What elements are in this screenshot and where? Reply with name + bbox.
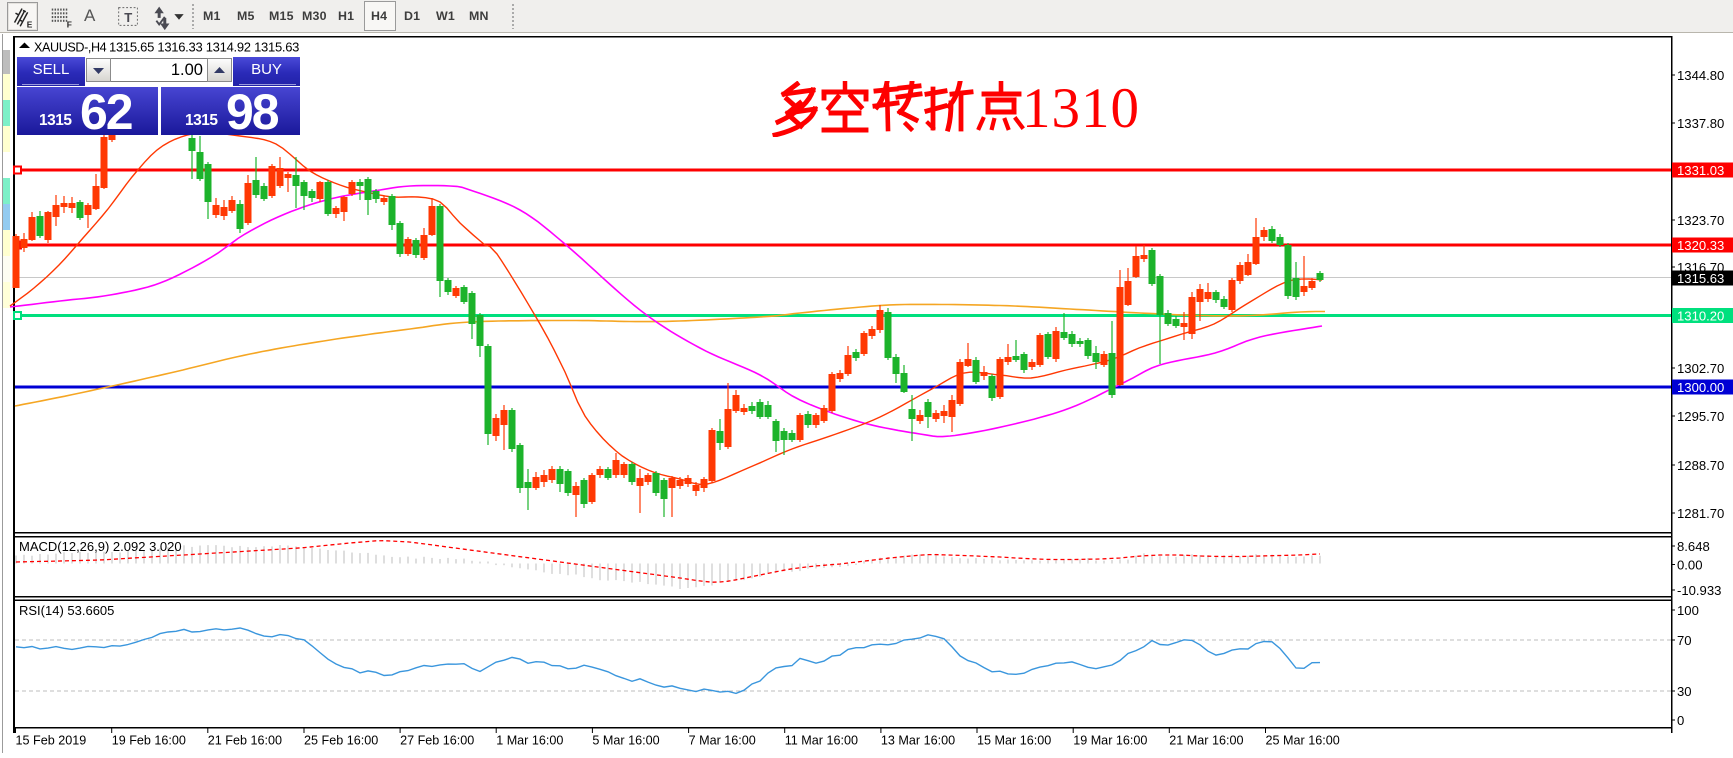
svg-text:15 Mar 16:00: 15 Mar 16:00 xyxy=(977,734,1051,748)
svg-text:21 Mar 16:00: 21 Mar 16:00 xyxy=(1169,734,1243,748)
svg-text:1300.00: 1300.00 xyxy=(1677,380,1724,395)
svg-text:1323.70: 1323.70 xyxy=(1677,213,1724,228)
svg-text:T: T xyxy=(124,10,132,25)
svg-text:1315.63: 1315.63 xyxy=(1677,271,1724,286)
svg-text:15 Feb 2019: 15 Feb 2019 xyxy=(16,734,87,748)
svg-text:25 Feb 16:00: 25 Feb 16:00 xyxy=(304,734,378,748)
svg-text:7 Mar 16:00: 7 Mar 16:00 xyxy=(689,734,756,748)
svg-text:E: E xyxy=(27,19,33,29)
svg-text:1310: 1310 xyxy=(1022,81,1140,137)
svg-text:MACD(12,26,9) 2.092 3.020: MACD(12,26,9) 2.092 3.020 xyxy=(19,539,182,554)
svg-text:21 Feb 16:00: 21 Feb 16:00 xyxy=(208,734,282,748)
svg-text:70: 70 xyxy=(1677,633,1692,648)
svg-text:11 Mar 16:00: 11 Mar 16:00 xyxy=(785,734,858,748)
svg-text:1310.20: 1310.20 xyxy=(1677,309,1724,324)
svg-text:RSI(14) 53.6605: RSI(14) 53.6605 xyxy=(19,603,114,618)
svg-text:1344.80: 1344.80 xyxy=(1677,68,1724,83)
svg-text:5 Mar 16:00: 5 Mar 16:00 xyxy=(592,734,659,748)
svg-text:19 Mar 16:00: 19 Mar 16:00 xyxy=(1073,734,1147,748)
svg-text:-10.933: -10.933 xyxy=(1677,583,1721,598)
svg-text:100: 100 xyxy=(1677,603,1699,618)
svg-text:1337.80: 1337.80 xyxy=(1677,116,1724,131)
svg-text:19 Feb 16:00: 19 Feb 16:00 xyxy=(112,734,186,748)
svg-text:1295.70: 1295.70 xyxy=(1677,409,1724,424)
svg-text:25 Mar 16:00: 25 Mar 16:00 xyxy=(1266,734,1340,748)
svg-text:8.648: 8.648 xyxy=(1677,539,1710,554)
svg-text:1 Mar 16:00: 1 Mar 16:00 xyxy=(496,734,563,748)
svg-text:27 Feb 16:00: 27 Feb 16:00 xyxy=(400,734,474,748)
svg-text:XAUUSD-,H4: XAUUSD-,H4 xyxy=(34,41,107,55)
svg-text:13 Mar 16:00: 13 Mar 16:00 xyxy=(881,734,955,748)
svg-text:F: F xyxy=(67,19,72,29)
svg-text:0: 0 xyxy=(1677,713,1684,728)
svg-text:1288.70: 1288.70 xyxy=(1677,458,1724,473)
svg-text:1302.70: 1302.70 xyxy=(1677,361,1724,376)
svg-text:0.00: 0.00 xyxy=(1677,558,1702,573)
svg-text:1331.03: 1331.03 xyxy=(1677,163,1724,178)
svg-text:1320.33: 1320.33 xyxy=(1677,238,1724,253)
svg-text:30: 30 xyxy=(1677,684,1692,699)
svg-text:1315.65 1316.33 1314.92 1315.6: 1315.65 1316.33 1314.92 1315.63 xyxy=(109,40,299,55)
svg-text:1281.70: 1281.70 xyxy=(1677,506,1724,521)
